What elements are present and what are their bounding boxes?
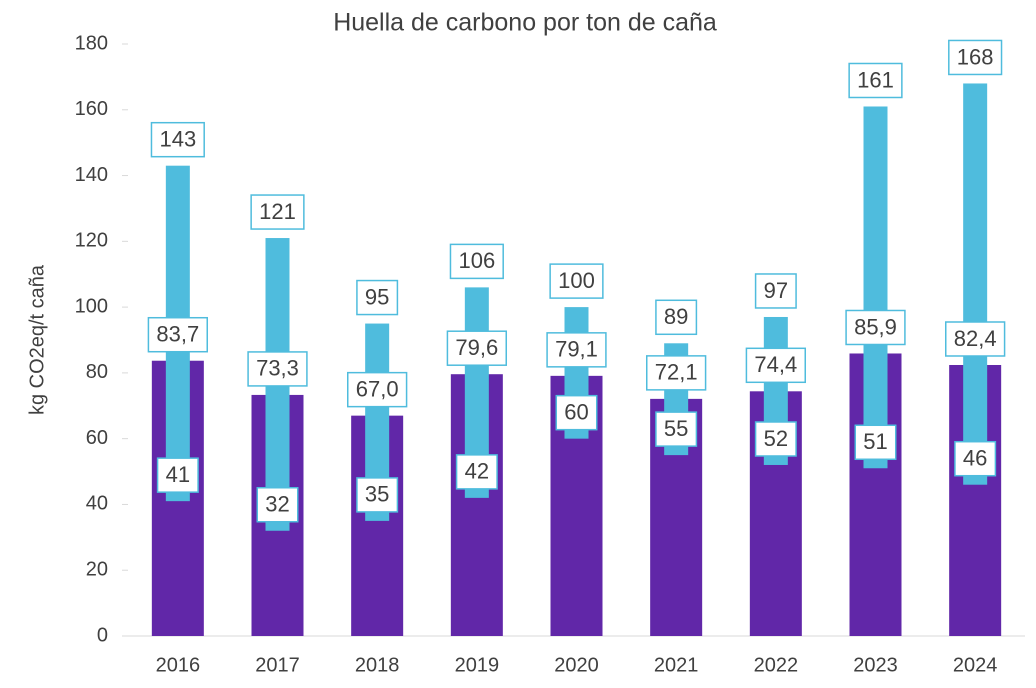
- data-label: 46: [963, 446, 987, 471]
- data-label: 72,1: [655, 360, 698, 385]
- data-label: 73,3: [256, 356, 299, 381]
- data-label: 161: [857, 67, 894, 92]
- data-label-box: [446, 330, 507, 366]
- data-label-box: [754, 273, 797, 309]
- x-tick-label: 2023: [853, 654, 898, 676]
- data-label-box: [546, 332, 607, 368]
- x-tick-label: 2019: [455, 654, 500, 676]
- data-label-box: [555, 394, 598, 431]
- data-label: 60: [564, 399, 588, 424]
- chart-title: Huella de carbono por ton de caña: [333, 9, 717, 37]
- data-label-box: [156, 457, 199, 493]
- data-label-box: [147, 316, 208, 353]
- x-tick-label: 2018: [355, 654, 400, 676]
- data-label-box: [655, 411, 698, 447]
- data-label-box: [655, 299, 698, 336]
- data-label: 42: [465, 459, 489, 484]
- data-label-box: [945, 321, 1006, 357]
- x-tick-label: 2024: [953, 654, 998, 676]
- data-label-box: [646, 355, 707, 391]
- data-label: 85,9: [854, 314, 897, 339]
- y-tick-label: 180: [75, 32, 108, 54]
- x-tick-label: 2020: [554, 654, 599, 676]
- data-label-box: [745, 347, 806, 384]
- data-label-box: [150, 121, 205, 158]
- data-label: 67,0: [356, 376, 399, 401]
- y-tick-label: 140: [75, 164, 108, 186]
- data-label: 82,4: [954, 326, 997, 351]
- y-tick-label: 120: [75, 230, 108, 252]
- data-label: 89: [664, 304, 688, 329]
- data-label: 95: [365, 284, 389, 309]
- data-label: 83,7: [156, 322, 199, 347]
- data-label: 41: [166, 462, 190, 487]
- y-tick-label: 160: [75, 98, 108, 120]
- data-label-box: [954, 440, 997, 477]
- data-label-box: [845, 309, 906, 346]
- range-bar: [963, 83, 988, 485]
- y-axis-label: kg CO2eq/t caña: [26, 264, 48, 415]
- data-label-box: [854, 424, 897, 461]
- data-label: 143: [159, 127, 196, 152]
- data-label-box: [455, 454, 498, 490]
- data-label: 121: [259, 199, 296, 224]
- x-tick-label: 2017: [255, 654, 300, 676]
- data-label-box: [356, 279, 399, 316]
- data-label: 97: [764, 278, 788, 303]
- y-tick-label: 40: [86, 493, 108, 515]
- y-tick-label: 80: [86, 361, 108, 383]
- data-label-box: [256, 487, 299, 523]
- data-label-box: [347, 371, 408, 408]
- data-label: 100: [558, 268, 595, 293]
- data-label-box: [549, 263, 604, 299]
- y-tick-label: 100: [75, 295, 108, 317]
- data-label-box: [250, 194, 305, 230]
- data-label: 55: [664, 416, 688, 441]
- x-tick-label: 2021: [654, 654, 699, 676]
- y-tick-label: 0: [97, 624, 108, 646]
- data-label: 106: [458, 248, 495, 273]
- y-tick-label: 60: [86, 427, 108, 449]
- range-bar: [863, 106, 888, 469]
- data-label: 51: [863, 429, 887, 454]
- data-label: 79,6: [455, 335, 498, 360]
- data-label-box: [754, 421, 797, 457]
- data-label-box: [449, 243, 504, 280]
- y-tick-label: 20: [86, 559, 108, 581]
- x-tick-label: 2022: [754, 654, 799, 676]
- data-label: 79,1: [555, 337, 598, 362]
- data-label-box: [247, 351, 308, 387]
- data-label: 32: [265, 492, 289, 517]
- data-label: 35: [365, 482, 389, 507]
- data-label: 52: [764, 426, 788, 451]
- data-label-box: [948, 39, 1003, 76]
- data-label-box: [848, 62, 903, 99]
- data-label: 74,4: [754, 352, 797, 377]
- x-tick-label: 2016: [156, 654, 201, 676]
- data-label: 168: [957, 44, 994, 69]
- data-label-box: [356, 477, 399, 513]
